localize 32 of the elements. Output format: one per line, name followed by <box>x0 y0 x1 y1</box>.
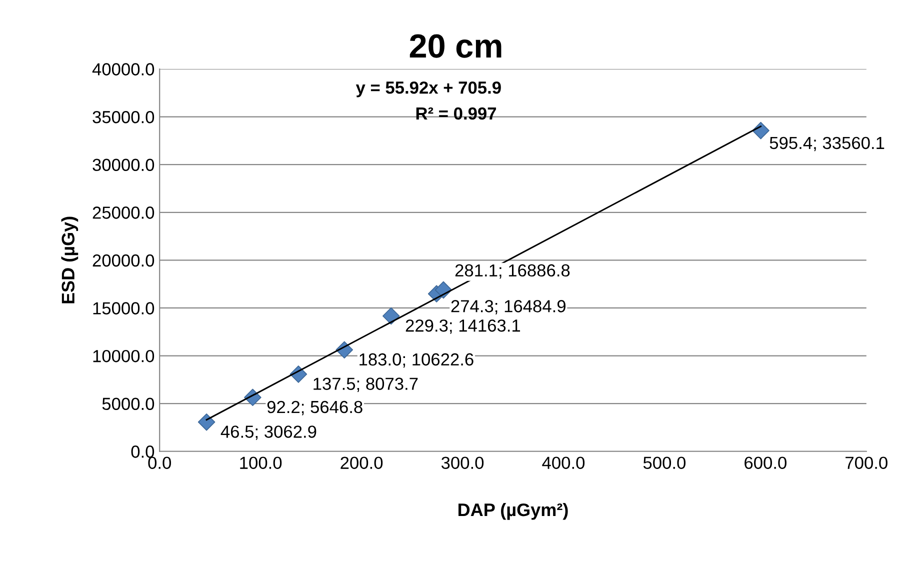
y-tick-label: 5000.0 <box>102 398 154 410</box>
y-tick-label: 35000.0 <box>92 110 154 124</box>
chart-title: 20 cm <box>410 34 502 58</box>
data-label: 595.4; 33560.1 <box>770 136 884 152</box>
point <box>382 307 400 325</box>
annotation: R² = 0.997 <box>416 107 496 120</box>
y-axis-title: ESD (µGy) <box>61 216 78 304</box>
y-tick-label: 25000.0 <box>92 206 154 219</box>
data-label: 274.3; 16484.9 <box>451 300 566 314</box>
x-axis-title: DAP (µGym²) <box>458 502 568 520</box>
x-tick-label: 700.0 <box>846 456 888 469</box>
y-tick-label: 15000.0 <box>93 302 154 314</box>
data-label: 92.2; 5646.8 <box>267 400 362 416</box>
y-tick-label: 30000.0 <box>92 158 154 172</box>
y-tick-label: 10000.0 <box>93 350 154 362</box>
y-tick-label: 20000.0 <box>92 254 154 267</box>
x-tick-label: 400.0 <box>542 456 585 469</box>
y-tick-label: 40000.0 <box>92 63 154 76</box>
x-tick-label: 200.0 <box>340 456 383 469</box>
annotation: y = 55.92x + 705.9 <box>356 81 501 98</box>
data-label: 281.1; 16886.8 <box>455 264 570 279</box>
x-tick-label: 300.0 <box>441 456 484 469</box>
x-tick-label: 600.0 <box>744 456 786 469</box>
data-label: 46.5; 3062.9 <box>220 426 316 440</box>
data-label: 137.5; 8073.7 <box>314 378 418 392</box>
x-tick-label: 0.0 <box>148 456 171 469</box>
x-tick-label: 500.0 <box>643 456 686 469</box>
point <box>198 413 216 431</box>
x-tick-label: 100.0 <box>240 456 282 469</box>
y-tick-label: 0.0 <box>131 446 154 458</box>
data-label: 229.3; 14163.1 <box>406 319 520 334</box>
data-label: 183.0; 10622.6 <box>360 353 474 368</box>
